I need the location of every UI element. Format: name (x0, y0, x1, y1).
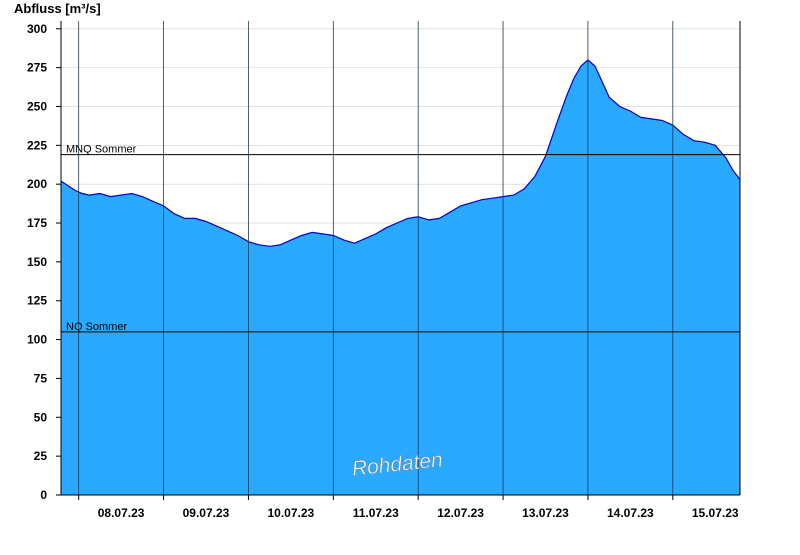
y-tick-label: 75 (34, 371, 48, 385)
reference-line-label: NQ Sommer (66, 321, 127, 333)
y-axis-title: Abfluss [m³/s] (14, 1, 101, 16)
x-tick-label: 13.07.23 (522, 506, 569, 520)
y-tick-label: 200 (27, 177, 47, 191)
y-tick-label: 300 (27, 22, 47, 36)
y-tick-label: 225 (27, 138, 47, 152)
y-tick-label: 250 (27, 99, 47, 113)
x-tick-label: 14.07.23 (607, 506, 654, 520)
x-tick-label: 10.07.23 (268, 506, 315, 520)
x-tick-label: 09.07.23 (183, 506, 230, 520)
x-tick-label: 11.07.23 (353, 506, 399, 520)
y-tick-label: 0 (40, 488, 47, 502)
reference-line-label: MNQ Sommer (66, 144, 137, 156)
y-tick-label: 100 (27, 333, 47, 347)
x-tick-label: 12.07.23 (437, 506, 484, 520)
x-tick-label: 15.07.23 (692, 506, 739, 520)
y-tick-label: 175 (27, 216, 47, 230)
y-tick-label: 25 (34, 449, 48, 463)
y-tick-label: 50 (34, 410, 48, 424)
x-tick-label: 08.07.23 (98, 506, 145, 520)
discharge-area (61, 59, 740, 496)
y-tick-label: 125 (27, 294, 47, 308)
y-tick-label: 150 (27, 255, 47, 269)
discharge-line (60, 59, 741, 247)
y-tick-label: 275 (27, 61, 47, 75)
